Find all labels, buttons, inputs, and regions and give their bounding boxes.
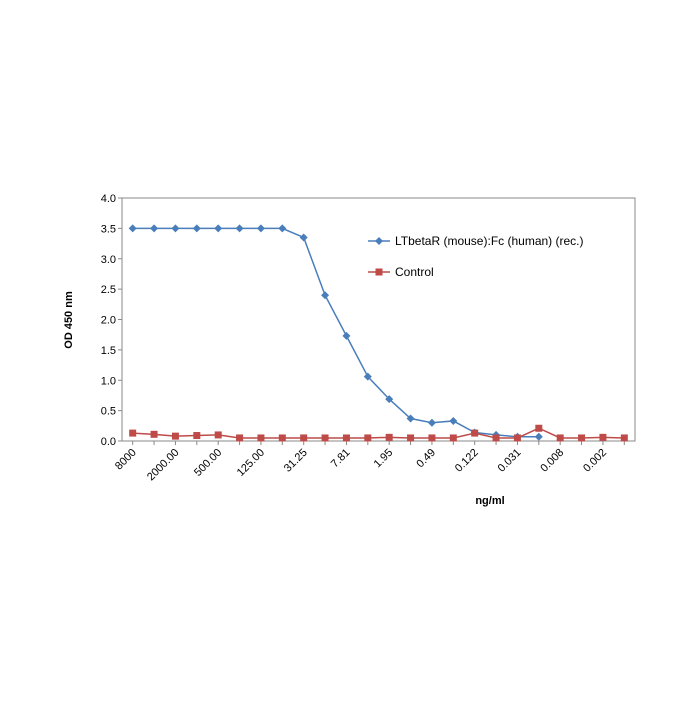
marker [129, 429, 137, 437]
marker [513, 434, 521, 442]
marker [278, 434, 286, 442]
marker [364, 434, 372, 442]
marker [300, 434, 308, 442]
marker [236, 434, 244, 442]
y-tick-label: 3.5 [101, 223, 116, 235]
marker [407, 434, 415, 442]
x-tick-label: 8000 [113, 447, 139, 473]
marker [150, 224, 159, 233]
marker [406, 414, 415, 423]
x-tick-label: 2000.00 [145, 447, 182, 484]
y-tick-label: 1.5 [101, 345, 116, 357]
y-tick-label: 2.5 [101, 284, 116, 296]
y-tick-label: 0.0 [101, 436, 116, 448]
marker [599, 433, 607, 441]
marker [193, 432, 201, 440]
y-tick-label: 2.0 [101, 315, 116, 327]
marker [427, 418, 436, 427]
x-tick-label: 1.95 [372, 447, 396, 471]
legend-label: LTbetaR (mouse):Fc (human) (rec.) [395, 234, 584, 248]
marker [235, 224, 244, 233]
marker [192, 224, 201, 233]
y-tick-label: 0.5 [101, 406, 116, 418]
marker [556, 434, 564, 442]
x-axis-title: ng/ml [475, 495, 504, 507]
x-tick-label: 500.00 [192, 447, 224, 479]
marker [321, 291, 330, 300]
marker [278, 224, 287, 233]
marker [321, 434, 329, 442]
marker [150, 430, 158, 438]
marker [535, 424, 543, 432]
marker [214, 224, 223, 233]
marker [471, 429, 479, 437]
marker [128, 224, 137, 233]
marker [492, 434, 500, 442]
marker [385, 433, 393, 441]
series-line [132, 227, 539, 438]
marker [375, 268, 383, 276]
legend-label: Control [395, 265, 434, 279]
y-tick-label: 4.0 [101, 193, 116, 205]
marker [171, 432, 179, 440]
marker [449, 416, 458, 425]
marker [299, 233, 308, 242]
marker [578, 434, 586, 442]
x-tick-label: 0.49 [414, 447, 438, 471]
y-tick-label: 1.0 [101, 375, 116, 387]
marker [385, 395, 394, 404]
marker [257, 434, 265, 442]
marker [171, 224, 180, 233]
marker [428, 434, 436, 442]
x-tick-label: 125.00 [235, 447, 267, 479]
x-tick-label: 0.002 [581, 447, 609, 475]
x-tick-label: 0.122 [453, 447, 481, 475]
y-axis-title: OD 450 nm [63, 291, 75, 349]
x-tick-label: 0.031 [496, 447, 524, 475]
marker [534, 432, 543, 441]
marker [375, 237, 383, 245]
marker [256, 224, 265, 233]
x-tick-label: 7.81 [329, 447, 353, 471]
marker [214, 431, 222, 439]
marker [342, 331, 351, 340]
marker [342, 434, 350, 442]
series-line [132, 427, 625, 439]
x-tick-label: 31.25 [282, 447, 310, 475]
x-tick-label: 0.008 [538, 447, 566, 475]
marker [363, 372, 372, 381]
y-tick-label: 3.0 [101, 254, 116, 266]
marker [620, 434, 628, 442]
marker [449, 434, 457, 442]
